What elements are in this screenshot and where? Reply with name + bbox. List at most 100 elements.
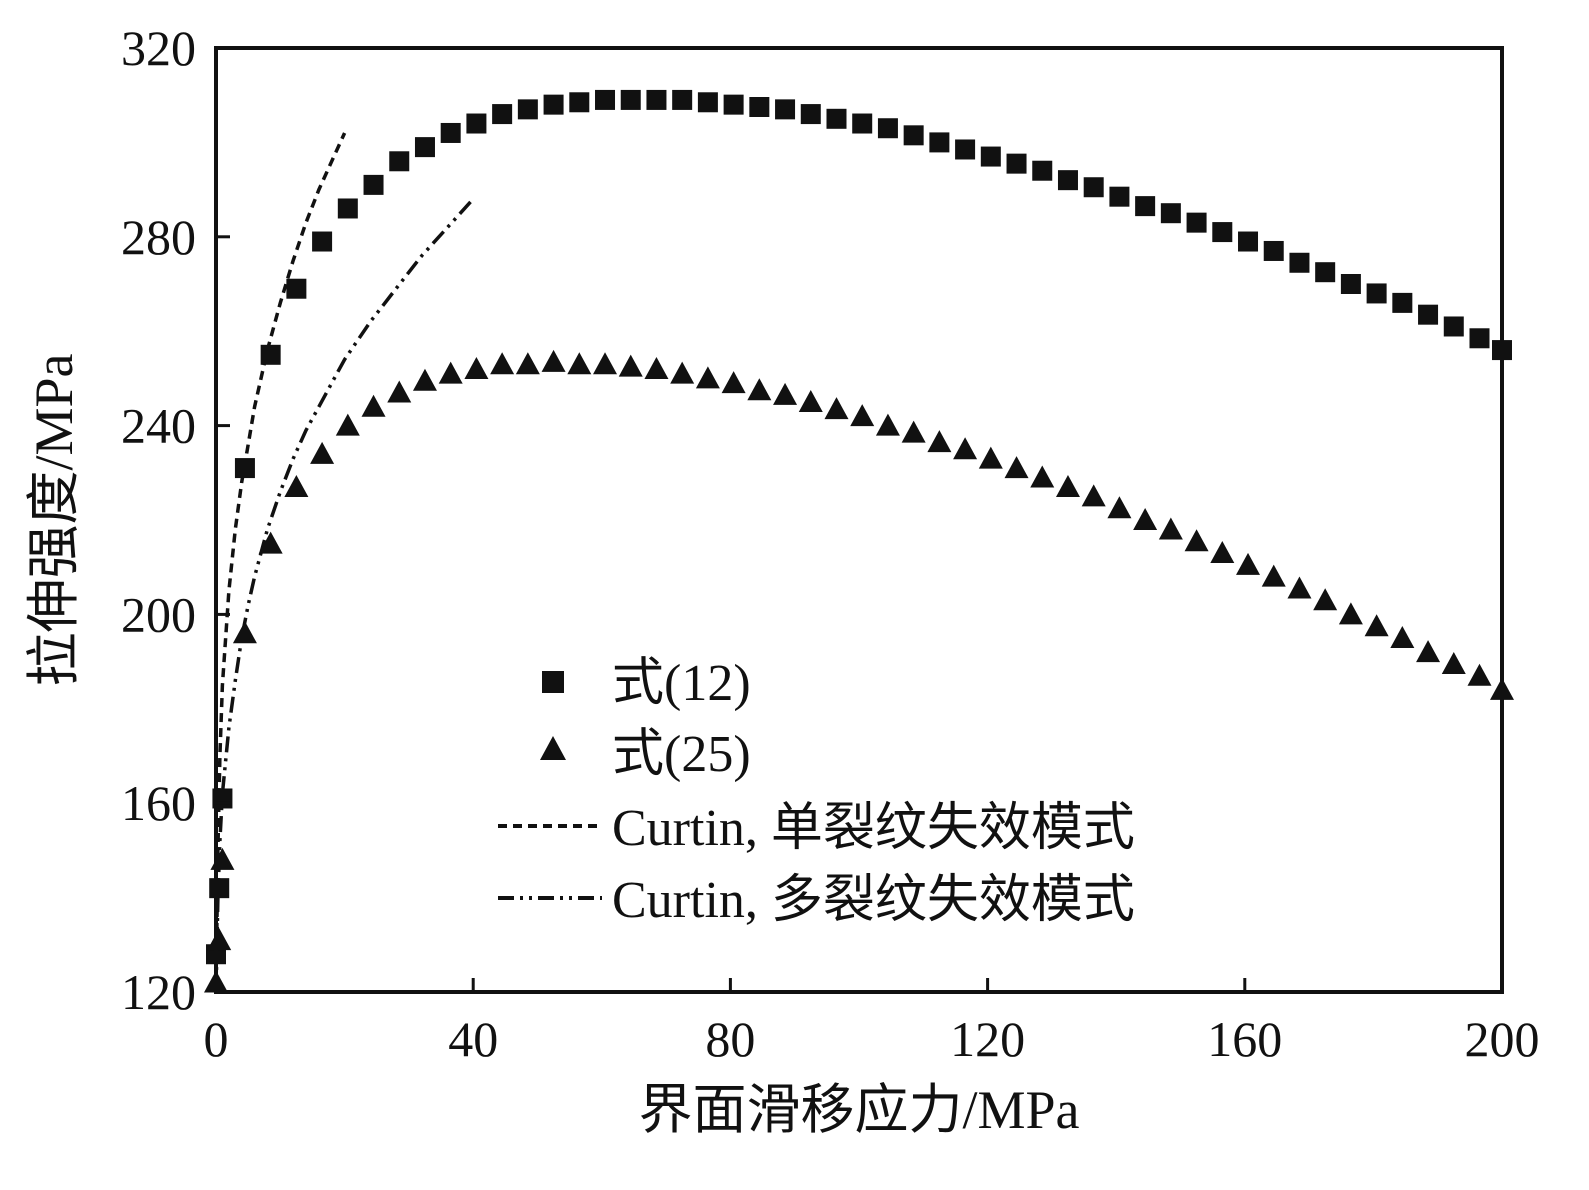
- y-tick-label: 200: [121, 586, 196, 642]
- x-tick-label: 120: [950, 1011, 1025, 1067]
- data-point-square: [955, 139, 976, 160]
- data-point-square: [234, 458, 255, 479]
- data-point-triangle: [618, 354, 643, 377]
- data-point-triangle: [1261, 564, 1286, 587]
- data-point-square: [1135, 196, 1156, 217]
- data-point-square: [697, 92, 718, 113]
- legend-item-curtin-multi: Curtin, 多裂纹失效模式: [498, 872, 1135, 929]
- data-point-square: [363, 174, 384, 195]
- data-point-triangle: [695, 366, 720, 389]
- data-point-square: [1315, 262, 1336, 283]
- data-point-square: [1469, 328, 1490, 349]
- axis-tick-labels: 0 40 80 120 160 200 120 160 200 240 280 320: [121, 20, 1540, 1067]
- data-point-square: [389, 151, 410, 172]
- data-point-square: [1289, 252, 1310, 273]
- data-point-triangle: [1390, 626, 1415, 648]
- y-tick-label: 120: [121, 964, 196, 1020]
- data-point-triangle: [1287, 576, 1312, 599]
- legend-item-formula-12: 式(12): [542, 655, 751, 712]
- data-point-square: [672, 89, 693, 110]
- x-tick-label: 40: [448, 1011, 498, 1067]
- data-point-triangle: [644, 356, 669, 379]
- axis-ticks: [214, 46, 1504, 994]
- data-point-triangle: [1441, 651, 1466, 674]
- data-point-triangle: [310, 441, 335, 464]
- data-point-square: [749, 97, 770, 117]
- x-tick-label: 80: [705, 1011, 755, 1067]
- data-point-triangle: [1313, 588, 1338, 611]
- legend-marker-square: [542, 671, 564, 693]
- y-tick-label: 240: [121, 398, 196, 454]
- data-point-triangle: [721, 371, 746, 394]
- y-tick-label: 160: [121, 775, 196, 831]
- data-point-square: [723, 94, 744, 115]
- data-point-triangle: [1081, 484, 1106, 507]
- data-point-square: [517, 99, 538, 120]
- data-point-triangle: [875, 413, 900, 436]
- data-point-triangle: [464, 356, 489, 379]
- data-point-square: [646, 89, 667, 110]
- x-axis-title: 界面滑移应力/MPa: [638, 1080, 1079, 1140]
- data-point-square: [1418, 304, 1439, 325]
- x-tick-label: 160: [1207, 1011, 1282, 1067]
- data-point-triangle: [1338, 602, 1363, 625]
- data-point-triangle: [438, 361, 463, 384]
- data-point-triangle: [361, 394, 386, 417]
- data-point-triangle: [567, 352, 592, 375]
- plot-frame: [214, 46, 1504, 994]
- data-point-square: [569, 92, 590, 113]
- data-point-square: [800, 104, 821, 125]
- data-point-square: [1366, 283, 1387, 304]
- legend-label-curtin-single: Curtin, 单裂纹失效模式: [612, 800, 1135, 857]
- data-point-triangle: [1055, 474, 1080, 497]
- data-point-square: [826, 108, 847, 129]
- data-point-triangle: [978, 446, 1003, 469]
- x-tick-label: 200: [1465, 1011, 1540, 1067]
- data-point-triangle: [1364, 614, 1389, 637]
- data-point-square: [1160, 203, 1181, 224]
- data-point-triangle: [1184, 529, 1209, 552]
- data-point-square: [414, 137, 435, 158]
- data-point-triangle: [927, 430, 952, 453]
- legend-marker-triangle: [540, 736, 566, 760]
- data-point-triangle: [515, 352, 540, 375]
- data-point-square: [440, 122, 461, 143]
- data-point-triangle: [747, 378, 772, 401]
- data-point-square: [595, 89, 616, 110]
- legend-item-formula-25: 式(25): [540, 726, 751, 783]
- data-point-triangle: [1158, 517, 1183, 540]
- data-point-square: [929, 132, 950, 153]
- data-point-square: [877, 118, 898, 139]
- data-point-triangle: [953, 437, 978, 460]
- data-point-triangle: [1004, 456, 1029, 479]
- data-point-square: [1083, 177, 1104, 198]
- data-point-triangle: [773, 382, 798, 405]
- legend-item-curtin-single: Curtin, 单裂纹失效模式: [498, 800, 1135, 857]
- data-point-square: [1186, 212, 1207, 233]
- data-point-square: [1238, 231, 1259, 252]
- data-point-triangle: [593, 352, 618, 375]
- x-tick-label: 0: [204, 1011, 229, 1067]
- data-point-square: [1109, 186, 1130, 207]
- data-point-square: [1392, 292, 1413, 313]
- legend-label-formula-25: 式(25): [612, 726, 751, 783]
- data-point-square: [1443, 316, 1464, 337]
- data-point-square: [337, 198, 358, 219]
- data-point-triangle: [798, 390, 823, 412]
- data-point-square: [466, 113, 487, 134]
- data-point-square: [209, 878, 230, 899]
- data-point-square: [260, 344, 281, 365]
- data-point-triangle: [1107, 496, 1132, 519]
- series-line-3: [216, 197, 475, 992]
- legend-label-formula-12: 式(12): [612, 655, 751, 712]
- data-point-square: [852, 113, 873, 134]
- data-point-square: [312, 231, 333, 252]
- data-point-triangle: [1236, 552, 1261, 575]
- y-tick-label: 320: [121, 20, 196, 76]
- series-line-2: [216, 132, 347, 992]
- series-markers: [204, 89, 1514, 993]
- data-point-triangle: [335, 413, 360, 436]
- data-point-square: [620, 89, 641, 110]
- data-point-triangle: [1210, 541, 1235, 564]
